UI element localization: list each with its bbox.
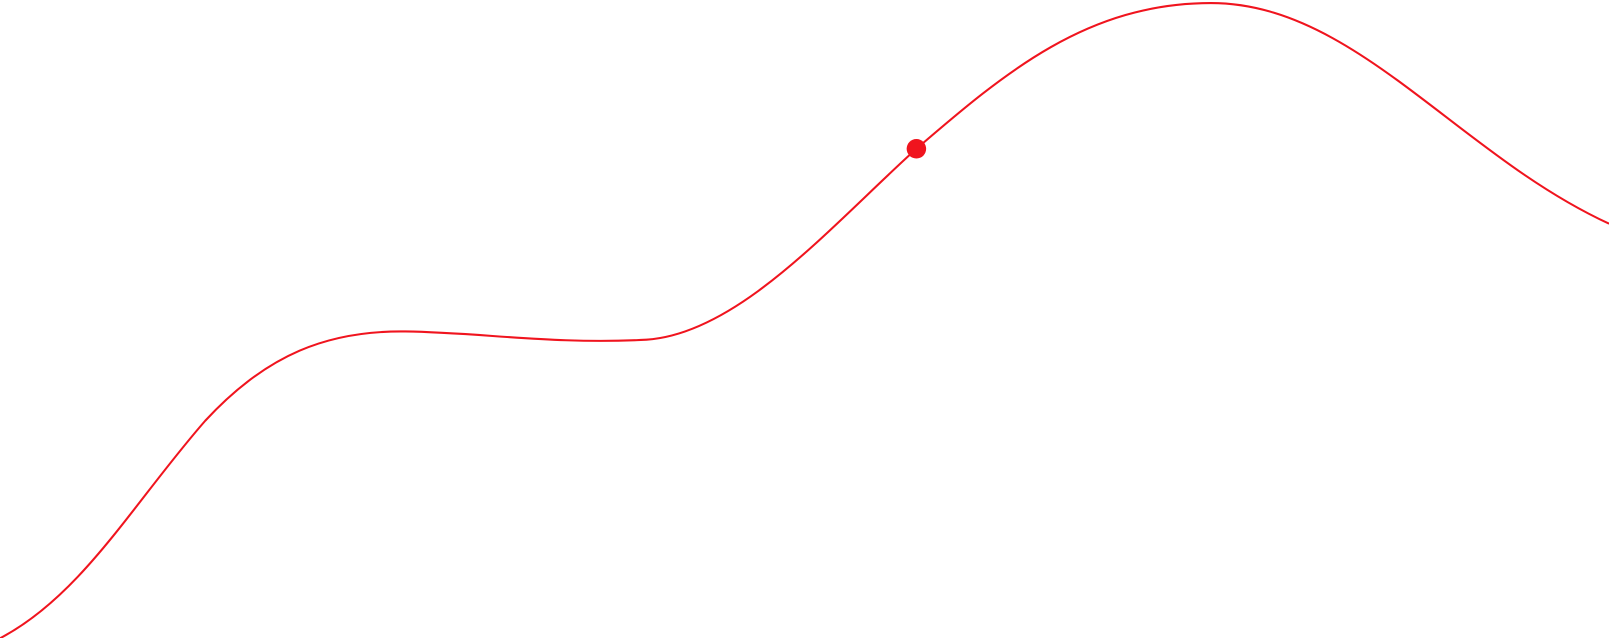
curve-marker [906, 139, 927, 159]
